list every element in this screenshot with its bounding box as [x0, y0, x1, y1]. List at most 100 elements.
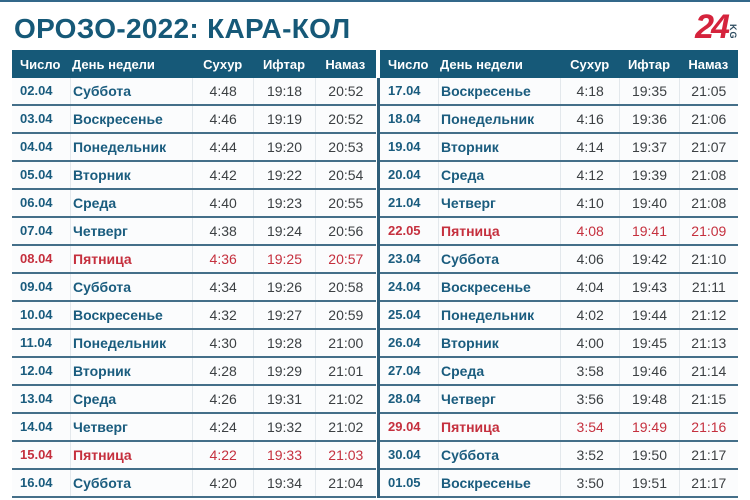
- cell-day: Вторник: [70, 358, 192, 384]
- table-header-right: Число День недели Сухур Ифтар Намаз: [380, 50, 738, 78]
- cell-date: 16.04: [20, 475, 53, 490]
- cell-day: Суббота: [70, 78, 192, 104]
- cell-namaz: 21:15: [678, 386, 738, 412]
- cell-namaz: 20:57: [314, 246, 376, 272]
- cell-date: 10.04: [20, 307, 53, 322]
- table-row: 26.04 Вторник 4:00 19:45 21:13: [380, 330, 738, 358]
- cell-iftar: 19:45: [619, 330, 678, 356]
- cell-iftar: 19:50: [619, 442, 678, 468]
- cell-suhur: 4:28: [192, 358, 253, 384]
- cell-iftar: 19:46: [619, 358, 678, 384]
- cell-day: Пятница: [438, 218, 560, 244]
- cell-day: Понедельник: [70, 134, 192, 160]
- cell-day: Четверг: [438, 386, 560, 412]
- cell-iftar: 19:48: [619, 386, 678, 412]
- cell-iftar: 19:32: [253, 414, 314, 440]
- page-title: ОРОЗО-2022: КАРА-КОЛ: [14, 13, 351, 44]
- cell-namaz: 21:09: [678, 218, 738, 244]
- cell-date: 01.05: [388, 475, 421, 490]
- header-cell: Число: [20, 56, 61, 72]
- header-cell: День недели: [440, 56, 523, 72]
- cell-day: Суббота: [438, 442, 560, 468]
- table-row: 20.04 Среда 4:12 19:39 21:08: [380, 162, 738, 190]
- cell-date: 22.05: [388, 223, 421, 238]
- cell-namaz: 21:01: [314, 358, 376, 384]
- cell-suhur: 3:56: [560, 386, 619, 412]
- logo-24-icon: 24: [695, 8, 730, 46]
- table-row: 01.05 Воскресенье 3:50 19:51 21:17: [380, 470, 738, 498]
- cell-date: 05.04: [20, 167, 53, 182]
- brand-logo-24kg: 24 KG: [695, 10, 738, 44]
- cell-namaz: 20:54: [314, 162, 376, 188]
- cell-day: Понедельник: [438, 106, 560, 132]
- cell-suhur: 3:54: [560, 414, 619, 440]
- cell-iftar: 19:42: [619, 246, 678, 272]
- table-row: 24.04 Воскресенье 4:04 19:43 21:11: [380, 274, 738, 302]
- table-row: 18.04 Понедельник 4:16 19:36 21:06: [380, 106, 738, 134]
- cell-namaz: 20:55: [314, 190, 376, 216]
- cell-iftar: 19:25: [253, 246, 314, 272]
- cell-namaz: 20:53: [314, 134, 376, 160]
- cell-day: Четверг: [70, 414, 192, 440]
- cell-iftar: 19:23: [253, 190, 314, 216]
- cell-date: 23.04: [388, 251, 421, 266]
- cell-suhur: 4:16: [560, 106, 619, 132]
- cell-day: Воскресенье: [438, 470, 560, 496]
- cell-date: 15.04: [20, 447, 53, 462]
- cell-namaz: 20:59: [314, 302, 376, 328]
- table-row: 02.04 Суббота 4:48 19:18 20:52: [12, 78, 376, 106]
- table-row: 03.04 Воскресенье 4:46 19:19 20:52: [12, 106, 376, 134]
- cell-suhur: 4:22: [192, 442, 253, 468]
- timetables-container: Число День недели Сухур Ифтар Намаз 02.04 Суб…: [12, 50, 738, 498]
- cell-iftar: 19:28: [253, 330, 314, 356]
- table-divider: [377, 78, 380, 498]
- cell-iftar: 19:36: [619, 106, 678, 132]
- table-row: 12.04 Вторник 4:28 19:29 21:01: [12, 358, 376, 386]
- cell-iftar: 19:40: [619, 190, 678, 216]
- cell-day: Пятница: [438, 414, 560, 440]
- cell-day: Среда: [70, 190, 192, 216]
- table-row-friday: 29.04 Пятница 3:54 19:49 21:16: [380, 414, 738, 442]
- cell-namaz: 20:58: [314, 274, 376, 300]
- cell-date: 03.04: [20, 111, 53, 126]
- cell-namaz: 20:52: [314, 78, 376, 104]
- cell-date: 19.04: [388, 139, 421, 154]
- cell-namaz: 21:06: [678, 106, 738, 132]
- cell-suhur: 4:26: [192, 386, 253, 412]
- cell-iftar: 19:37: [619, 134, 678, 160]
- cell-namaz: 21:02: [314, 386, 376, 412]
- table-row: 30.04 Суббота 3:52 19:50 21:17: [380, 442, 738, 470]
- cell-suhur: 4:48: [192, 78, 253, 104]
- cell-suhur: 4:30: [192, 330, 253, 356]
- cell-date: 26.04: [388, 335, 421, 350]
- cell-suhur: 4:40: [192, 190, 253, 216]
- cell-day: Суббота: [438, 246, 560, 272]
- cell-iftar: 19:51: [619, 470, 678, 496]
- cell-namaz: 21:17: [678, 442, 738, 468]
- cell-namaz: 21:10: [678, 246, 738, 272]
- table-row: 13.04 Среда 4:26 19:31 21:02: [12, 386, 376, 414]
- cell-day: Понедельник: [438, 302, 560, 328]
- cell-namaz: 21:08: [678, 162, 738, 188]
- cell-iftar: 19:39: [619, 162, 678, 188]
- cell-suhur: 4:02: [560, 302, 619, 328]
- cell-day: Вторник: [70, 162, 192, 188]
- cell-day: Среда: [70, 386, 192, 412]
- cell-date: 17.04: [388, 83, 421, 98]
- cell-date: 09.04: [20, 279, 53, 294]
- cell-date: 12.04: [20, 363, 53, 378]
- cell-suhur: 4:34: [192, 274, 253, 300]
- cell-day: Пятница: [70, 246, 192, 272]
- cell-iftar: 19:41: [619, 218, 678, 244]
- table-body-right: 17.04 Воскресенье 4:18 19:35 21:05 18.04 Понед…: [380, 78, 738, 498]
- table-row: 17.04 Воскресенье 4:18 19:35 21:05: [380, 78, 738, 106]
- cell-day: Среда: [438, 162, 560, 188]
- cell-date: 21.04: [388, 195, 421, 210]
- cell-suhur: 4:32: [192, 302, 253, 328]
- cell-day: Воскресенье: [438, 274, 560, 300]
- table-row: 10.04 Воскресенье 4:32 19:27 20:59: [12, 302, 376, 330]
- cell-iftar: 19:19: [253, 106, 314, 132]
- header-cell: Сухур: [203, 56, 243, 72]
- cell-suhur: 4:24: [192, 414, 253, 440]
